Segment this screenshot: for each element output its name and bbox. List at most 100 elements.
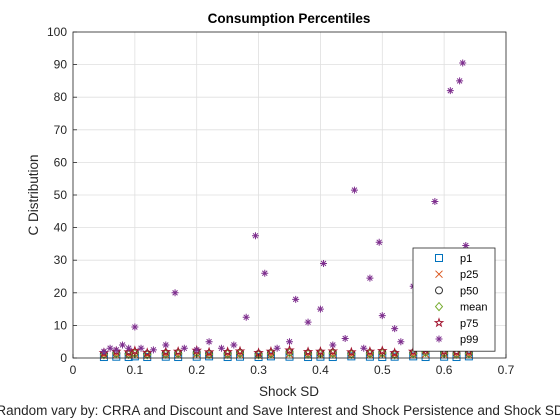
x-tick-label: 0.1 xyxy=(127,363,144,377)
point-p99 xyxy=(378,312,386,320)
point-p99 xyxy=(106,344,114,352)
point-p99 xyxy=(112,346,120,354)
point-p99 xyxy=(459,59,467,67)
point-p99 xyxy=(137,344,145,352)
point-p75 xyxy=(172,345,184,356)
point-p99 xyxy=(391,325,399,333)
point-p99 xyxy=(251,232,259,240)
point-p75 xyxy=(234,345,246,356)
point-p99 xyxy=(100,347,108,355)
x-tick-label: 0.7 xyxy=(498,363,515,377)
point-p99 xyxy=(350,186,358,194)
x-tick-label: 0.4 xyxy=(312,363,329,377)
point-p99 xyxy=(193,346,201,354)
legend-marker-p99 xyxy=(435,335,443,343)
legend-label-mean: mean xyxy=(460,302,488,314)
y-tick-label: 80 xyxy=(54,90,68,104)
y-tick-label: 30 xyxy=(54,253,68,267)
point-p99 xyxy=(286,338,293,346)
point-p75 xyxy=(315,345,326,356)
y-tick-label: 90 xyxy=(54,58,68,72)
point-p75 xyxy=(377,345,388,356)
point-p75 xyxy=(141,347,153,358)
legend-marker-p1 xyxy=(435,254,443,262)
point-p1 xyxy=(390,352,399,361)
point-p99 xyxy=(162,341,170,349)
point-p99 xyxy=(292,295,300,303)
point-p99 xyxy=(180,344,188,352)
point-p99 xyxy=(320,259,328,267)
point-p75 xyxy=(364,345,376,356)
point-p1 xyxy=(328,353,337,362)
point-p99 xyxy=(446,87,454,95)
point-p1 xyxy=(143,353,152,362)
point-p99 xyxy=(375,238,383,246)
point-p75 xyxy=(284,344,295,355)
y-tick-label: 0 xyxy=(60,351,67,365)
point-p75 xyxy=(160,346,172,357)
point-p99 xyxy=(462,242,470,250)
point-p99 xyxy=(171,289,179,297)
x-tick-label: 0.6 xyxy=(436,363,453,377)
x-axis-label: Shock SD xyxy=(259,384,319,399)
point-p75 xyxy=(327,345,339,356)
point-p99 xyxy=(131,323,139,331)
point-p99 xyxy=(360,344,368,352)
point-p99 xyxy=(304,318,312,326)
point-mean xyxy=(254,349,263,360)
point-p99 xyxy=(431,198,439,206)
point-p1 xyxy=(285,352,294,361)
y-tick-label: 10 xyxy=(54,318,68,332)
point-p99 xyxy=(341,334,349,342)
point-p1 xyxy=(254,353,263,362)
legend-label-p50: p50 xyxy=(460,285,478,297)
point-mean xyxy=(235,348,245,359)
point-p1 xyxy=(378,353,387,362)
legend: p1 p25 p50 mean p75 p99 xyxy=(412,247,496,352)
point-p99 xyxy=(273,344,281,352)
point-p75 xyxy=(346,346,357,357)
y-tick-label: 60 xyxy=(54,155,68,169)
point-p99 xyxy=(397,338,405,346)
point-p99 xyxy=(242,313,250,321)
point-p99 xyxy=(205,338,213,346)
point-p75 xyxy=(203,346,215,357)
legend-box xyxy=(412,247,496,352)
point-p75 xyxy=(123,346,134,357)
y-axis-label: C Distribution xyxy=(26,154,41,235)
y-tick-label: 50 xyxy=(54,188,68,202)
point-p99 xyxy=(125,344,133,352)
point-p1 xyxy=(347,352,356,361)
point-p99 xyxy=(366,274,374,282)
point-mean xyxy=(143,349,152,360)
point-p99 xyxy=(217,344,225,352)
y-tick-label: 100 xyxy=(47,25,67,39)
point-p75 xyxy=(302,346,314,357)
legend-label-p75: p75 xyxy=(460,318,478,330)
point-mean xyxy=(347,349,356,360)
legend-marker-p75 xyxy=(433,317,445,328)
point-p1 xyxy=(205,352,214,361)
point-p75 xyxy=(265,345,277,356)
y-tick-label: 70 xyxy=(54,123,68,137)
y-tick-label: 40 xyxy=(54,221,68,235)
legend-marker-mean xyxy=(434,301,444,312)
legend-label-p99: p99 xyxy=(460,334,478,346)
legend-label-p1: p1 xyxy=(460,253,472,265)
x-tick-label: 0.2 xyxy=(188,363,205,377)
point-mean xyxy=(390,349,399,360)
legend-marker-p50 xyxy=(435,286,443,295)
point-p99 xyxy=(329,341,337,349)
legend-marker-p25 xyxy=(435,270,443,279)
chart-subtitle: Random vary by: CRRA and Discount and Sa… xyxy=(0,403,560,418)
point-mean xyxy=(285,348,294,358)
point-p75 xyxy=(389,347,400,358)
point-p99 xyxy=(118,341,126,349)
x-tick-label: 0.5 xyxy=(374,363,391,377)
point-p99 xyxy=(456,77,464,85)
point-mean xyxy=(328,348,337,359)
point-p75 xyxy=(129,345,141,356)
point-p99 xyxy=(316,305,324,313)
point-p99 xyxy=(149,346,157,354)
